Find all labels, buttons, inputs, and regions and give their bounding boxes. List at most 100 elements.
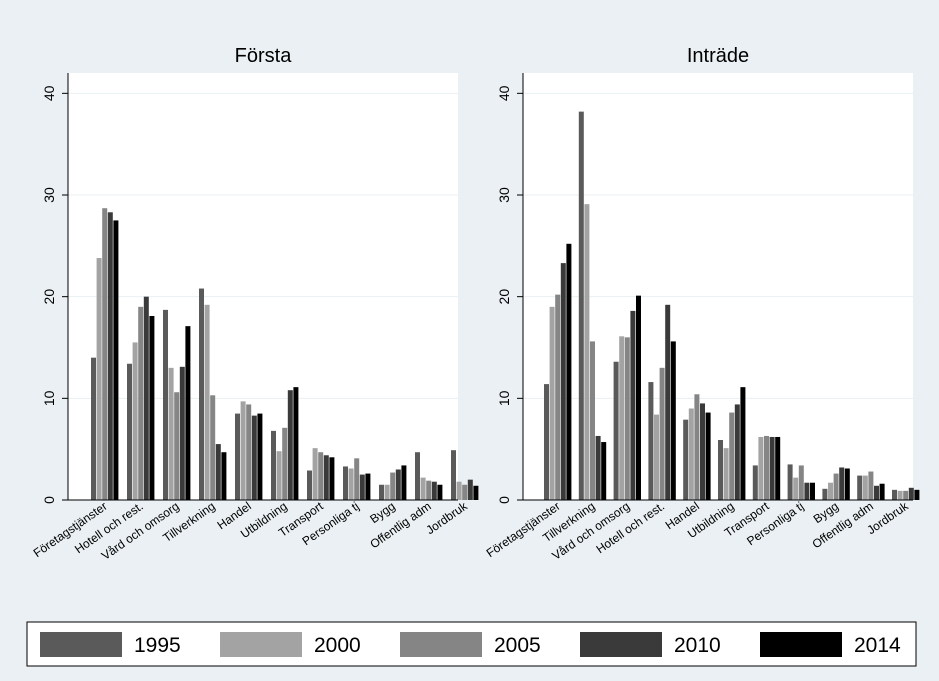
bar-1995-bygg xyxy=(822,488,828,500)
bar-2005-hotell-och-rest xyxy=(659,367,665,500)
bar-2014-vard-och-omsorg xyxy=(185,326,191,500)
bar-2000-jordbruk xyxy=(897,490,903,500)
bar-2014-hotell-och-rest xyxy=(149,315,155,500)
bar-2000-vard-och-omsorg xyxy=(168,367,174,500)
legend-swatch-2010 xyxy=(580,632,662,657)
bar-2000-vard-och-omsorg xyxy=(619,336,625,500)
bar-2010-handel xyxy=(251,415,257,500)
bar-2000-tillverkning xyxy=(204,304,210,500)
bars xyxy=(91,208,479,501)
bar-1995-jordbruk xyxy=(892,489,897,500)
bar-2005-jordbruk xyxy=(903,490,909,500)
bar-2010-transport xyxy=(769,436,775,500)
bar-2005-utbildning xyxy=(729,412,735,500)
bar-2014-foretagstjanster xyxy=(566,243,572,501)
bar-2000-tillverkning xyxy=(584,204,590,500)
bar-2014-tillverkning xyxy=(221,452,227,500)
bar-2014-transport xyxy=(329,457,335,500)
bar-2010-personliga-tj xyxy=(804,482,810,500)
y-tick-label: 20 xyxy=(496,289,512,305)
bar-1995-personliga-tj xyxy=(343,466,348,500)
y-tick-label: 20 xyxy=(41,289,57,305)
legend-swatch-2000 xyxy=(220,632,302,657)
bar-2005-vard-och-omsorg xyxy=(174,392,180,500)
bar-2005-foretagstjanster xyxy=(555,294,561,500)
bar-2010-bygg xyxy=(839,467,845,500)
legend-swatch-1995 xyxy=(40,632,122,657)
bar-2010-utbildning xyxy=(734,404,740,500)
bar-2000-jordbruk xyxy=(456,481,462,500)
bar-2010-tillverkning xyxy=(215,444,221,500)
bar-2014-utbildning xyxy=(293,387,299,500)
bar-2000-hotell-och-rest xyxy=(654,414,659,500)
bar-2005-handel xyxy=(694,394,700,500)
bar-2010-transport xyxy=(323,455,329,500)
bar-2014-utbildning xyxy=(740,387,746,500)
bar-2010-jordbruk xyxy=(467,479,473,500)
bar-2000-offentlig-adm xyxy=(862,475,868,500)
bar-1995-utbildning xyxy=(718,440,723,500)
legend: 1995 2000 2005 2010 2014 xyxy=(26,621,917,667)
bar-2010-utbildning xyxy=(287,390,293,500)
bar-1995-bygg xyxy=(379,484,384,500)
bar-2014-bygg xyxy=(844,468,850,500)
bar-2000-handel xyxy=(240,401,246,500)
panel-title: Inträde xyxy=(687,45,749,67)
bar-2010-vard-och-omsorg xyxy=(630,310,636,500)
bar-2000-hotell-och-rest xyxy=(132,342,138,500)
bar-2014-bygg xyxy=(401,465,407,500)
y-tick-label: 30 xyxy=(496,187,512,203)
bar-1995-tillverkning xyxy=(578,111,584,500)
bar-2000-bygg xyxy=(828,482,833,500)
y-tick-label: 0 xyxy=(41,496,57,504)
bar-2010-foretagstjanster xyxy=(107,212,113,501)
y-axis: 0 10 20 30 40 xyxy=(41,73,69,504)
bar-1995-foretagstjanster xyxy=(544,384,549,500)
bar-2000-personliga-tj xyxy=(793,477,799,500)
bar-2010-offentlig-adm xyxy=(431,481,437,500)
legend-items: 1995 2000 2005 2010 2014 xyxy=(40,632,901,657)
bar-2005-vard-och-omsorg xyxy=(624,337,630,500)
bar-2014-hotell-och-rest xyxy=(670,341,676,500)
bar-2010-jordbruk xyxy=(908,487,914,500)
bar-1995-personliga-tj xyxy=(787,464,793,500)
bar-2000-utbildning xyxy=(276,451,282,500)
bar-2000-foretagstjanster xyxy=(96,258,102,500)
bar-2005-tillverkning xyxy=(590,341,595,500)
y-tick-label: 40 xyxy=(41,85,57,101)
legend-label-1995: 1995 xyxy=(134,634,181,657)
bar-2014-transport xyxy=(775,436,781,500)
y-axis: 0 10 20 30 40 xyxy=(496,73,524,504)
bar-2000-offentlig-adm xyxy=(420,477,426,500)
y-tick-label: 30 xyxy=(41,187,57,203)
bar-2010-vard-och-omsorg xyxy=(179,366,185,500)
bar-1995-vard-och-omsorg xyxy=(163,309,168,500)
bar-2010-bygg xyxy=(395,469,401,500)
bar-2005-hotell-och-rest xyxy=(138,306,144,500)
panel-title: Första xyxy=(235,45,293,67)
y-tick-label: 0 xyxy=(496,496,512,504)
bar-2010-hotell-och-rest xyxy=(665,304,671,500)
bar-2014-tillverkning xyxy=(601,442,607,500)
bar-2000-foretagstjanster xyxy=(549,306,555,500)
bar-2005-utbildning xyxy=(282,427,288,500)
bar-2005-bygg xyxy=(833,473,839,500)
bar-1995-hotell-och-rest xyxy=(648,382,654,500)
bar-2014-offentlig-adm xyxy=(437,484,443,500)
bar-2000-handel xyxy=(688,408,694,500)
bar-2010-foretagstjanster xyxy=(560,263,566,500)
bar-1995-offentlig-adm xyxy=(415,452,420,500)
bar-1995-transport xyxy=(752,465,758,500)
bar-2014-handel xyxy=(705,412,711,500)
bar-1995-tillverkning xyxy=(199,288,204,500)
bar-2000-bygg xyxy=(384,484,390,500)
bar-2005-offentlig-adm xyxy=(868,471,874,500)
legend-label-2014: 2014 xyxy=(854,634,901,657)
legend-swatch-2005 xyxy=(400,632,482,657)
y-tick-label: 10 xyxy=(41,390,57,406)
y-tick-label: 40 xyxy=(496,85,512,101)
legend-label-2005: 2005 xyxy=(494,634,541,657)
